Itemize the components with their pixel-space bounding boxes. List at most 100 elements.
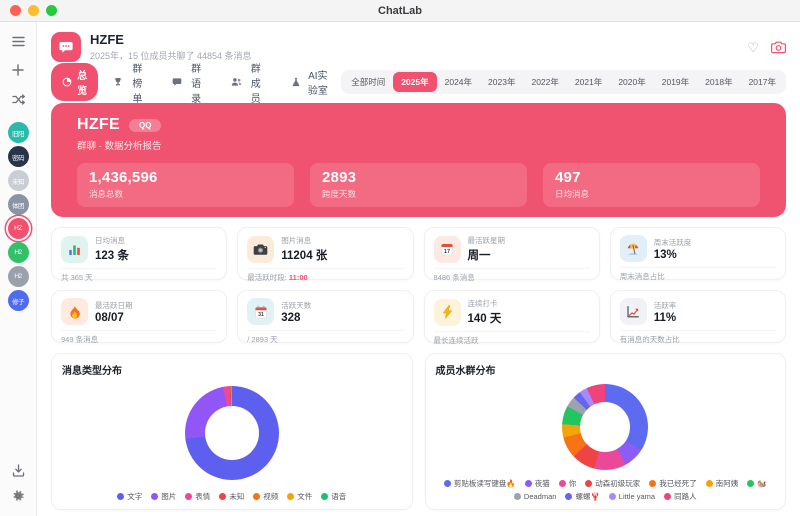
stat-card-value: 328 — [281, 311, 301, 324]
year-filter-button[interactable]: 2019年 — [661, 77, 690, 87]
legend-item: 我已经死了 — [649, 478, 697, 489]
year-filter-button[interactable]: 2025年 — [393, 72, 437, 92]
trophy-icon — [113, 77, 123, 87]
stat-card-top: 活跃率 11% — [619, 298, 776, 325]
member-share-donut — [562, 383, 649, 470]
stat-card-value: 11% — [653, 311, 677, 324]
legend-item: 你 — [558, 478, 576, 489]
stat-card-value: 08/07 — [95, 311, 124, 324]
tab-label: 群语录 — [191, 63, 202, 105]
main-content: HZFE 2025年，15 位成员共聊了 44854 条消息 ♡ 总览 群榜单 群语… — [37, 22, 800, 516]
tab-label: 群榜单 — [132, 63, 143, 105]
settings-gear-icon[interactable] — [8, 486, 28, 506]
legend-label: 视频 — [263, 492, 279, 501]
stat-card-text: 日均消息 123 条 — [95, 235, 129, 263]
stat-card-footer: 最活跃时段: 11:00 — [247, 268, 404, 283]
stat-card: 活跃率 11% 有消息的天数占比 — [609, 290, 786, 345]
year-filter-button[interactable]: 2017年 — [748, 77, 776, 87]
hero-stat-label: 日均消息 — [555, 189, 590, 199]
tab-bubble[interactable]: 群语录 — [161, 56, 216, 109]
chat-avatar[interactable]: 修子 — [7, 290, 29, 311]
group-avatar — [51, 32, 81, 62]
stat-card-label: 周末活跃度 — [653, 237, 692, 247]
stat-card-label: 连续打卡 — [467, 299, 498, 308]
add-chat-icon[interactable] — [8, 60, 28, 80]
stat-card-footer: 8486 条消息 — [433, 268, 590, 283]
year-filter-button[interactable]: 2022年 — [531, 77, 559, 87]
year-filter-button[interactable]: 2021年 — [574, 77, 603, 87]
legend-dot — [151, 493, 159, 500]
tab-label: 群成员 — [250, 63, 261, 105]
legend-label: 螺螺🦞 — [575, 492, 600, 501]
legend-label: Little yama — [618, 492, 656, 501]
stat-card-text: 连续打卡 140 天 — [468, 298, 502, 326]
year-filter-button[interactable]: 2020年 — [618, 77, 646, 87]
group-name: HZFE — [90, 32, 124, 47]
legend-dot — [524, 480, 532, 487]
year-filter-button[interactable]: 2018年 — [705, 77, 733, 87]
year-filter-button[interactable]: 2024年 — [444, 77, 473, 87]
stat-card: 连续打卡 140 天最长连续活跃 — [423, 290, 600, 345]
app-title: ChatLab — [378, 4, 422, 17]
tab-users[interactable]: 群成员 — [220, 56, 276, 109]
legend-label: 图片 — [161, 492, 177, 501]
menu-icon[interactable] — [8, 31, 28, 51]
stat-card-label: 日均消息 — [95, 236, 125, 245]
stat-card-footer: 有消息的天数占比 — [619, 330, 776, 345]
chat-avatar[interactable]: 体团 — [7, 194, 29, 215]
hero-stat-value: 2893 — [322, 169, 357, 186]
legend-item: 螺螺🦞 — [565, 491, 600, 502]
stat-card: 最活跃日期 08/07 949 条消息 — [51, 290, 228, 344]
lightning-icon — [433, 298, 461, 326]
close-button[interactable] — [10, 5, 21, 16]
stat-card-footer-accent: 11:00 — [288, 273, 308, 282]
tab-trophy[interactable]: 群榜单 — [102, 56, 157, 109]
tab-overview[interactable]: 总览 — [51, 63, 99, 101]
stat-card-text: 最活跃日期 08/07 — [95, 300, 133, 324]
toolbar: 总览 群榜单 群语录 群成员 AI实验室 全部时间 2025年 2024年 2023年 2022… — [51, 63, 786, 105]
stat-card-footer: 周末消息占比 — [619, 267, 776, 282]
legend-item: 图片 — [151, 491, 176, 502]
legend-dot — [513, 493, 521, 500]
stat-card: 图片消息 11204 张最活跃时段: 11:00 — [237, 227, 414, 283]
chat-avatar[interactable]: 密码 — [7, 146, 29, 167]
minimize-button[interactable] — [28, 5, 39, 16]
chart-title: 成员水群分布 — [435, 366, 496, 377]
stat-card: 17 最活跃星期 周一 8486 条消息 — [423, 227, 600, 283]
heart-icon[interactable]: ♡ — [747, 39, 759, 55]
legend-item: Little yama — [608, 491, 656, 502]
legend-item: 夜猫 — [524, 478, 550, 489]
rail-bottom — [8, 460, 28, 508]
calendar-teal-icon: 31 — [247, 298, 275, 325]
legend-label: 同路人 — [674, 492, 697, 501]
legend-label: 未知 — [229, 492, 245, 501]
year-filter-button[interactable]: 全部时间 — [351, 77, 386, 87]
chat-avatar[interactable]: H2 — [7, 266, 29, 287]
camera-icon[interactable] — [771, 41, 786, 54]
zoom-button[interactable] — [46, 5, 57, 16]
legend-item: 南阿姨 — [705, 478, 738, 489]
shuffle-icon[interactable] — [8, 89, 28, 109]
svg-text:17: 17 — [444, 249, 450, 255]
message-type-legend: 文字 图片 表情 未知 视频 文件 语音 — [62, 489, 402, 503]
chat-avatar[interactable]: H2 — [7, 242, 29, 263]
year-filter-group: 全部时间 2025年 2024年 2023年 2022年 2021年 2020年 2019年 2… — [341, 70, 786, 94]
stat-card-label: 最活跃日期 — [95, 300, 133, 310]
svg-text:31: 31 — [258, 312, 264, 318]
legend-dot — [219, 493, 227, 500]
legend-dot — [664, 493, 672, 500]
beach-umbrella-icon — [619, 235, 647, 262]
legend-item: Deadman — [513, 491, 556, 502]
year-filter-button[interactable]: 2023年 — [488, 77, 516, 87]
stat-card-top: 图片消息 11204 张 — [247, 235, 403, 263]
donut-hole — [204, 406, 259, 460]
stat-card: 周末活跃度 13% 周末消息占比 — [609, 227, 786, 282]
tab-flask[interactable]: AI实验室 — [280, 63, 342, 101]
download-icon[interactable] — [8, 460, 28, 480]
legend-item: 语音 — [321, 491, 346, 502]
hero-report-card: HZFE QQ 群聊 · 数据分析报告 1,436,596 消息总数 2893 跨度天… — [51, 103, 786, 217]
chat-avatar[interactable]: 未知 — [7, 170, 29, 191]
chat-avatar[interactable]: HZ — [7, 218, 29, 239]
legend-item: 文件 — [287, 491, 312, 502]
chat-avatar[interactable]: 旧阳 — [7, 122, 29, 143]
